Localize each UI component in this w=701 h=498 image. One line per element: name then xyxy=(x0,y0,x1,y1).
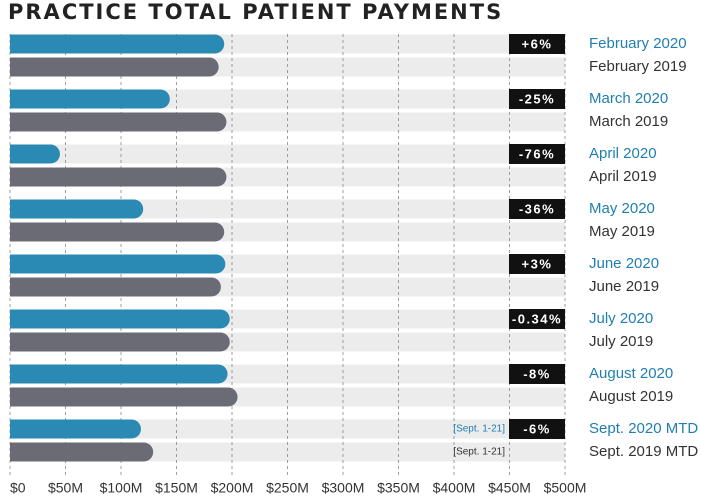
bar xyxy=(10,442,154,462)
row-label: August 2020 xyxy=(589,365,673,382)
x-tick-label: $300M xyxy=(322,480,365,496)
bar xyxy=(10,309,230,329)
row-label: May 2020 xyxy=(589,200,655,217)
bar xyxy=(10,34,225,54)
change-label: +3% xyxy=(522,256,553,271)
change-label: -36% xyxy=(519,201,555,216)
annotation: [Sept. 1-21] xyxy=(453,447,505,458)
row-label: April 2020 xyxy=(589,145,657,162)
x-tick-label: $200M xyxy=(211,480,254,496)
change-badge xyxy=(509,199,565,219)
bar xyxy=(10,167,227,187)
row-label: June 2019 xyxy=(589,278,659,295)
row-band xyxy=(10,419,565,439)
x-tick-label: $400M xyxy=(433,480,476,496)
x-tick-label: $350M xyxy=(377,480,420,496)
change-badge xyxy=(509,254,565,274)
row-label: March 2019 xyxy=(589,113,668,130)
row-label: April 2019 xyxy=(589,168,657,185)
change-badge xyxy=(509,34,565,54)
x-tick-label: $50M xyxy=(48,480,83,496)
bar xyxy=(10,222,225,242)
row-label: August 2019 xyxy=(589,388,673,405)
change-badge xyxy=(509,419,565,439)
change-label: -76% xyxy=(519,146,555,161)
change-badge xyxy=(509,364,565,384)
chart-title: PRACTICE TOTAL PATIENT PAYMENTS xyxy=(8,0,503,24)
change-badge xyxy=(509,144,565,164)
x-tick-label: $150M xyxy=(155,480,198,496)
x-tick-label: $500M xyxy=(544,480,587,496)
row-label: Sept. 2019 MTD xyxy=(589,443,698,460)
row-label: July 2019 xyxy=(589,333,653,350)
bar xyxy=(10,364,228,384)
bar xyxy=(10,199,144,219)
bar xyxy=(10,419,141,439)
change-badge xyxy=(509,89,565,109)
x-tick-label: $450M xyxy=(488,480,531,496)
change-label: -6% xyxy=(523,421,551,436)
bar xyxy=(10,57,219,77)
bar xyxy=(10,89,170,109)
change-label: -0.34% xyxy=(512,311,562,326)
row-label: Sept. 2020 MTD xyxy=(589,420,698,437)
row-label: June 2020 xyxy=(589,255,659,272)
row-label: May 2019 xyxy=(589,223,655,240)
bar xyxy=(10,277,221,297)
x-tick-label: $0 xyxy=(10,480,26,496)
bar xyxy=(10,254,226,274)
row-label: February 2019 xyxy=(589,58,687,75)
change-label: -25% xyxy=(519,91,555,106)
change-label: +6% xyxy=(522,36,553,51)
bar xyxy=(10,387,238,407)
x-tick-label: $250M xyxy=(266,480,309,496)
row-label: July 2020 xyxy=(589,310,653,327)
row-label: March 2020 xyxy=(589,90,668,107)
change-label: -8% xyxy=(523,366,551,381)
row-label: February 2020 xyxy=(589,35,687,52)
bar xyxy=(10,112,227,132)
x-tick-label: $100M xyxy=(100,480,143,496)
annotation: [Sept. 1-21] xyxy=(453,424,505,435)
change-badge xyxy=(509,309,565,329)
bar xyxy=(10,332,230,352)
bar xyxy=(10,144,60,164)
